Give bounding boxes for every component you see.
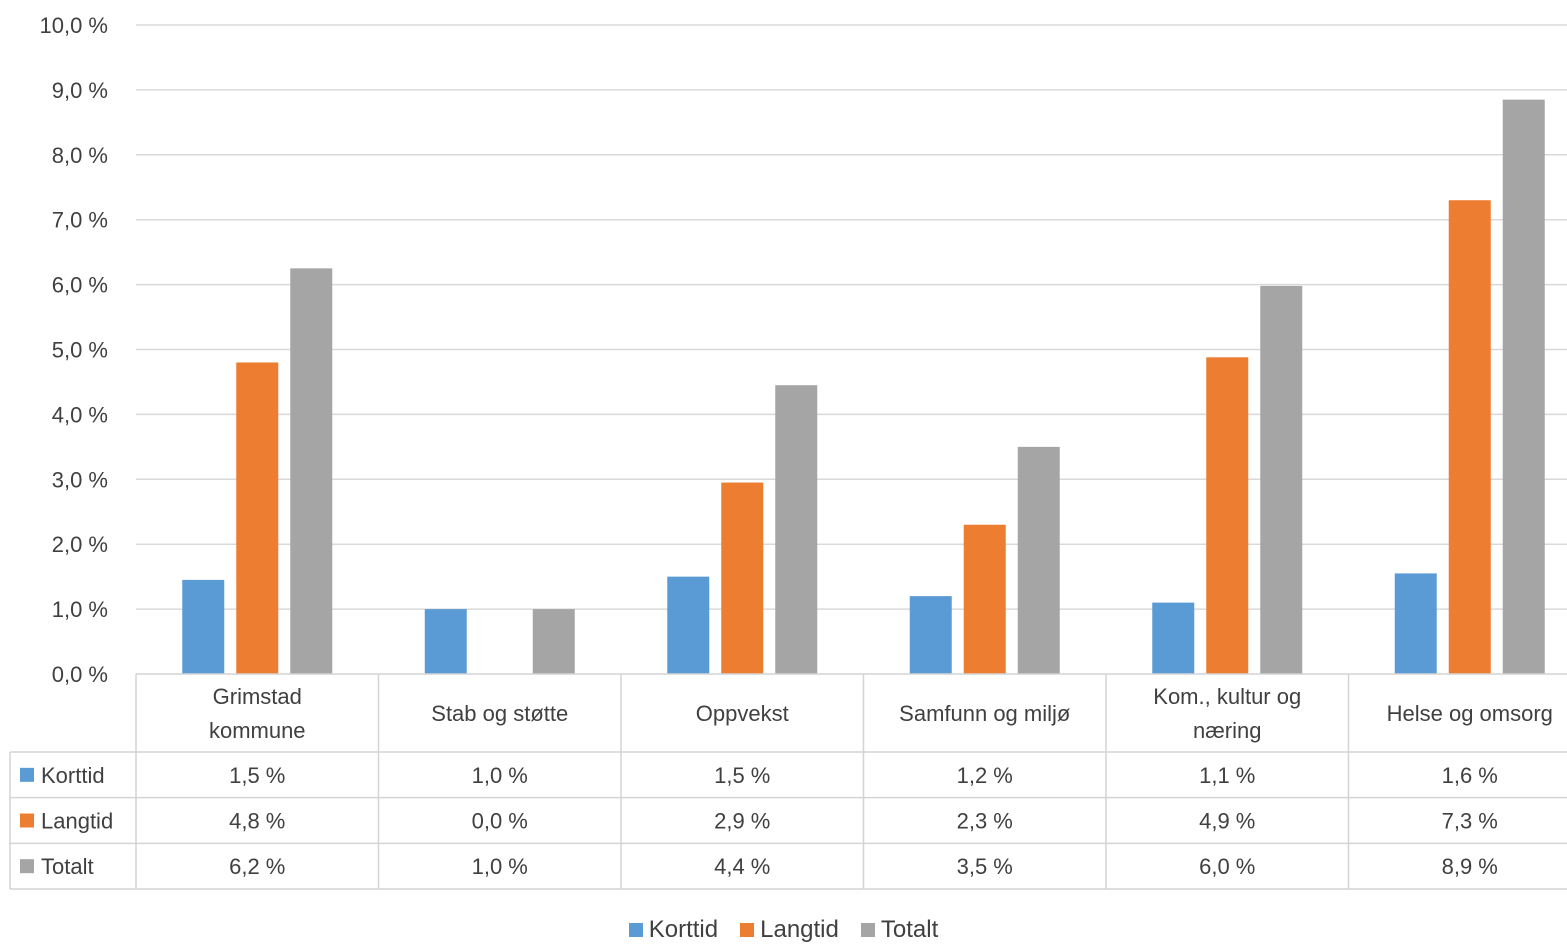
legend-label-korttid: Korttid (648, 916, 719, 943)
table-swatch-korttid (20, 767, 34, 782)
bar-totalt (1502, 99, 1545, 674)
table-cell: 7,3 % (1442, 809, 1498, 834)
y-tick-label: 9,0 % (52, 78, 108, 103)
bar-langtid (236, 362, 279, 674)
y-tick-label: 3,0 % (52, 467, 108, 492)
y-tick-label: 5,0 % (52, 338, 108, 363)
table-cell: 6,0 % (1199, 854, 1255, 879)
y-tick-label: 10,0 % (40, 13, 109, 38)
legend-label-totalt: Totalt (880, 916, 939, 943)
legend-item-totalt: Totalt (860, 916, 939, 944)
bar-korttid (909, 596, 952, 674)
y-tick-label: 1,0 % (52, 597, 108, 622)
table-cell: 1,2 % (957, 763, 1013, 788)
table-swatch-totalt (20, 859, 34, 874)
category-label: Samfunn og miljø (899, 701, 1070, 726)
table-cell: 0,0 % (472, 809, 528, 834)
bar-korttid (667, 576, 710, 674)
category-label: Oppvekst (696, 701, 789, 726)
category-label: kommune (209, 718, 306, 743)
bar-totalt (532, 609, 575, 674)
table-row-header: Langtid (41, 809, 113, 834)
table-cell: 1,0 % (472, 763, 528, 788)
table-cell: 1,5 % (229, 763, 285, 788)
bar-korttid (1152, 602, 1195, 674)
bar-totalt (775, 385, 818, 674)
legend-swatch-korttid (628, 923, 643, 937)
bar-totalt (1260, 285, 1303, 674)
bar-langtid (963, 524, 1006, 674)
bar-langtid (1448, 200, 1491, 675)
bar-korttid (424, 609, 467, 674)
legend-swatch-langtid (740, 923, 755, 937)
bar-korttid (182, 579, 225, 674)
category-label: Helse og omsorg (1387, 701, 1553, 726)
table-cell: 4,8 % (229, 809, 285, 834)
table-cell: 2,3 % (957, 809, 1013, 834)
legend-item-korttid: Korttid (628, 916, 719, 944)
category-label: Grimstad (213, 684, 302, 709)
y-tick-label: 2,0 % (52, 532, 108, 557)
y-tick-label: 4,0 % (52, 402, 108, 427)
category-label: Stab og støtte (431, 701, 568, 726)
table-cell: 1,0 % (472, 854, 528, 879)
table-cell: 8,9 % (1442, 854, 1498, 879)
table-row-header: Korttid (41, 763, 105, 788)
bar-korttid (1394, 573, 1437, 674)
y-tick-label: 8,0 % (52, 143, 108, 168)
table-cell: 1,5 % (714, 763, 770, 788)
bar-langtid (1206, 357, 1249, 674)
table-cell: 4,9 % (1199, 809, 1255, 834)
category-label: næring (1193, 718, 1261, 743)
bar-langtid (721, 482, 764, 674)
bar-totalt (1017, 446, 1060, 674)
table-cell: 4,4 % (714, 854, 770, 879)
legend-swatch-totalt (860, 923, 875, 937)
chart-legend: Korttid Langtid Totalt (0, 916, 1567, 944)
y-tick-label: 0,0 % (52, 662, 108, 687)
table-row-header: Totalt (41, 854, 94, 879)
table-swatch-langtid (20, 813, 34, 828)
table-cell: 1,1 % (1199, 763, 1255, 788)
y-tick-label: 6,0 % (52, 273, 108, 298)
legend-label-langtid: Langtid (760, 916, 839, 943)
table-cell: 6,2 % (229, 854, 285, 879)
table-cell: 1,6 % (1442, 763, 1498, 788)
legend-item-langtid: Langtid (740, 916, 839, 944)
table-cell: 3,5 % (957, 854, 1013, 879)
y-tick-label: 7,0 % (52, 208, 108, 233)
table-cell: 2,9 % (714, 809, 770, 834)
bar-totalt (290, 268, 333, 674)
category-label: Kom., kultur og (1153, 684, 1301, 709)
